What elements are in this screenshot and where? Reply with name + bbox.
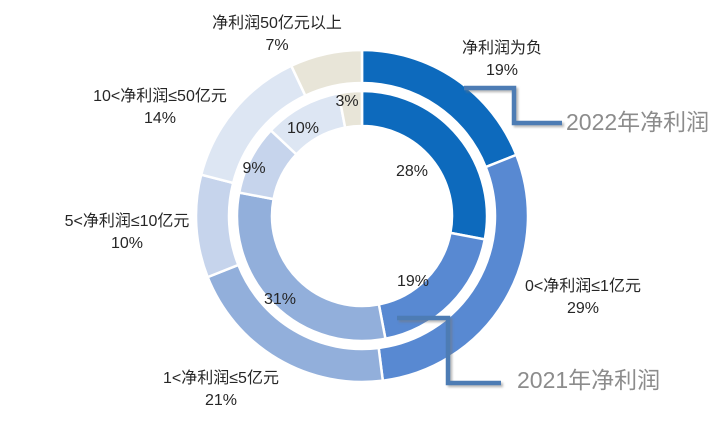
inner-ring-value-label-5: 3% [335, 93, 359, 110]
inner-ring-value-label-0: 28% [395, 163, 429, 180]
category-label-1: 0<净利润≤1亿元 29% [525, 276, 641, 320]
inner-ring-value-label-3: 9% [242, 160, 266, 177]
category-percent: 21% [204, 392, 238, 409]
inner-ring-value-label-4: 10% [286, 120, 320, 137]
category-name: 10<净利润≤50亿元 [93, 88, 227, 105]
category-name: 净利润50亿元以上 [212, 15, 342, 32]
category-name: 1<净利润≤5亿元 [163, 370, 279, 387]
category-label-3: 5<净利润≤10亿元 10% [65, 211, 190, 255]
inner-ring-value-label-2: 31% [263, 291, 297, 308]
inner-ring-value-label-1: 19% [396, 273, 430, 290]
category-name: 5<净利润≤10亿元 [64, 213, 190, 230]
category-name: 净利润为负 [461, 40, 543, 57]
category-label-0: 净利润为负 19% [462, 38, 542, 82]
series-callout-2021: 2021年净利润 [517, 367, 661, 393]
category-percent: 19% [485, 62, 519, 79]
category-label-2: 1<净利润≤5亿元 21% [163, 368, 279, 412]
category-label-4: 10<净利润≤50亿元 14% [93, 86, 227, 130]
category-percent: 29% [566, 300, 600, 317]
callout-connector-2022 [464, 85, 562, 126]
ring-2022年净利润-segment-5 [289, 48, 364, 98]
category-label-5: 净利润50亿元以上 7% [212, 13, 342, 57]
category-percent: 7% [265, 37, 289, 54]
category-percent: 14% [143, 110, 177, 127]
series-callout-2022: 2022年净利润 [566, 109, 710, 135]
ring-2021年净利润-segment-5 [337, 89, 364, 130]
category-name: 0<净利润≤1亿元 [525, 278, 641, 295]
category-percent: 10% [110, 235, 144, 252]
callout-connector-2021 [397, 315, 501, 386]
